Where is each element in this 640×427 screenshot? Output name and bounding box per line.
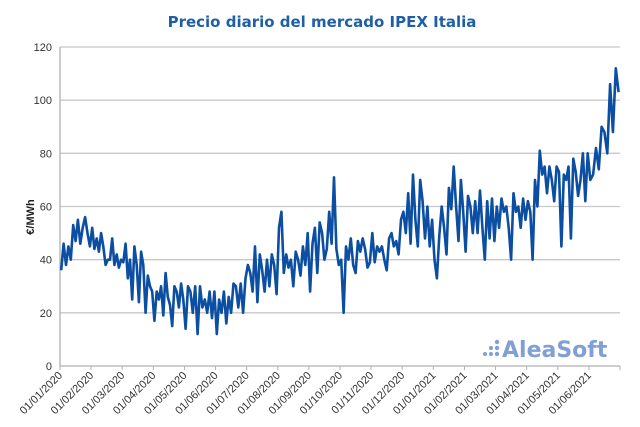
gridlines [59, 46, 620, 367]
dots-icon [483, 339, 500, 357]
y-tick-label: 100 [34, 95, 52, 107]
y-tick-label: 0 [46, 361, 52, 373]
y-tick-label: 80 [40, 148, 52, 160]
series-line [59, 67, 620, 336]
y-tick-label: 20 [40, 308, 52, 320]
aleasoft-logo: AleaSoft [483, 338, 608, 363]
y-axis-label: €/MWh [25, 199, 37, 235]
y-tick-label: 120 [34, 42, 52, 54]
y-tick-label: 40 [40, 255, 52, 267]
x-axis-ticks: 01/01/202001/02/202001/03/202001/04/2020… [18, 366, 621, 417]
chart-title: Precio diario del mercado IPEX Italia [168, 13, 477, 31]
y-tick-label: 60 [40, 202, 52, 214]
logo-text: AleaSoft [502, 338, 608, 363]
y-axis-ticks: 0 20 40 60 80 100 120 [34, 42, 52, 373]
